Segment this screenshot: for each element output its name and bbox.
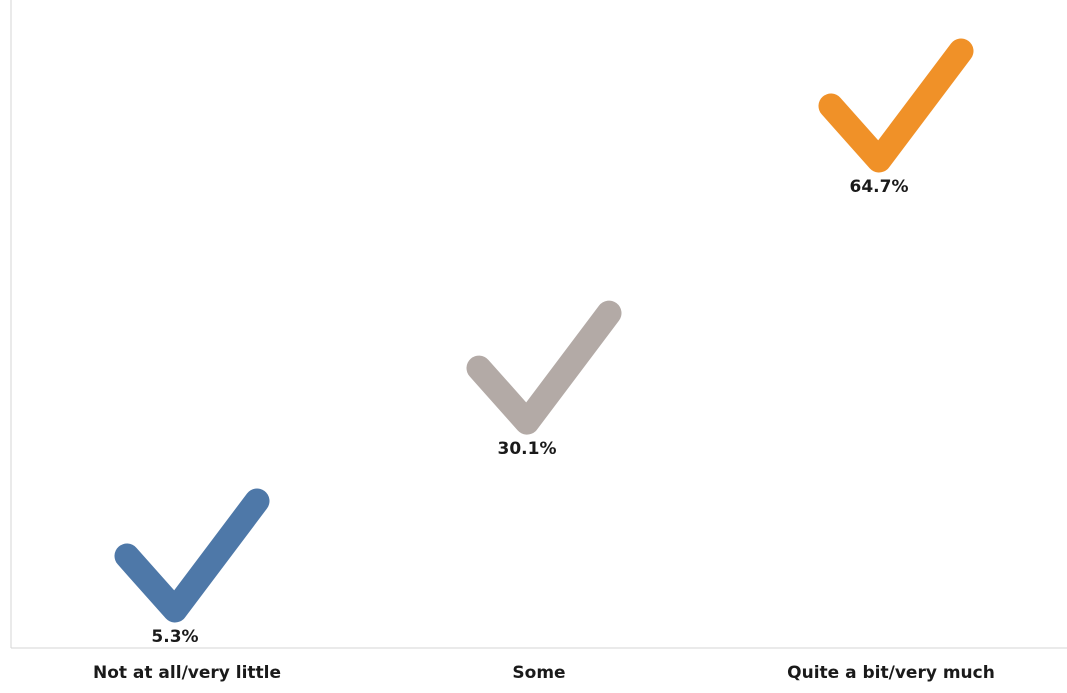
checkmark-icon [114,488,270,623]
category-label: Not at all/very little [93,663,281,683]
chart-marks: 5.3% Not at all/very little 30.1% Some 64.7%… [93,38,995,683]
data-label: 30.1% [498,439,557,459]
data-label: 64.7% [850,177,909,197]
checkmark-icon [818,38,974,173]
category-label: Quite a bit/very much [787,663,995,683]
checkmark-icon [466,300,622,435]
data-label: 5.3% [151,627,198,647]
category-label: Some [512,663,565,683]
